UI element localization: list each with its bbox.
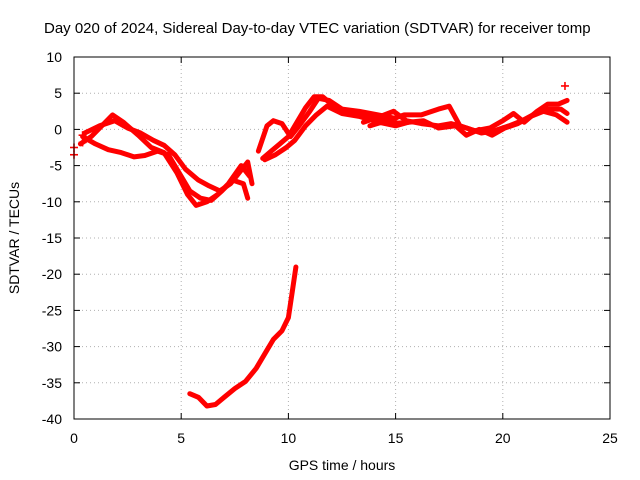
series-track-10 [187,264,299,409]
x-tick-label: 5 [177,430,185,446]
y-tick-label: -35 [42,375,62,391]
y-tick-label: -30 [42,339,62,355]
y-tick-label: -40 [42,411,62,427]
series-track-3 [82,118,255,194]
plus-marker [78,138,87,147]
y-tick-label: -15 [42,230,62,246]
x-tick-label: 0 [70,430,78,446]
series-track-4 [255,95,399,154]
x-axis-label: GPS time / hours [289,457,396,473]
series-track-9 [371,108,570,138]
x-tick-label: 15 [388,430,404,446]
y-tick-label: 0 [54,121,62,137]
y-tick-label: -25 [42,302,62,318]
series-layer [70,81,570,409]
chart-title: Day 020 of 2024, Sidereal Day-to-day VTE… [44,20,591,37]
plus-marker [78,131,87,140]
y-tick-label: -5 [50,158,63,174]
x-tick-label: 20 [495,430,511,446]
plus-marker [560,81,569,90]
y-tick-label: 10 [46,49,62,65]
y-tick-label: -20 [42,266,62,282]
y-axis-label: SDTVAR / TECUs [6,182,22,294]
y-axis: 10 5 0 -5 -10 -15 -20 -25 -30 -35 -40 [42,49,610,427]
y-tick-label: -10 [42,194,62,210]
y-tick-label: 5 [54,85,62,101]
x-axis: 0 5 10 15 20 25 [70,57,618,446]
x-tick-label: 25 [602,430,618,446]
x-tick-label: 10 [281,430,297,446]
